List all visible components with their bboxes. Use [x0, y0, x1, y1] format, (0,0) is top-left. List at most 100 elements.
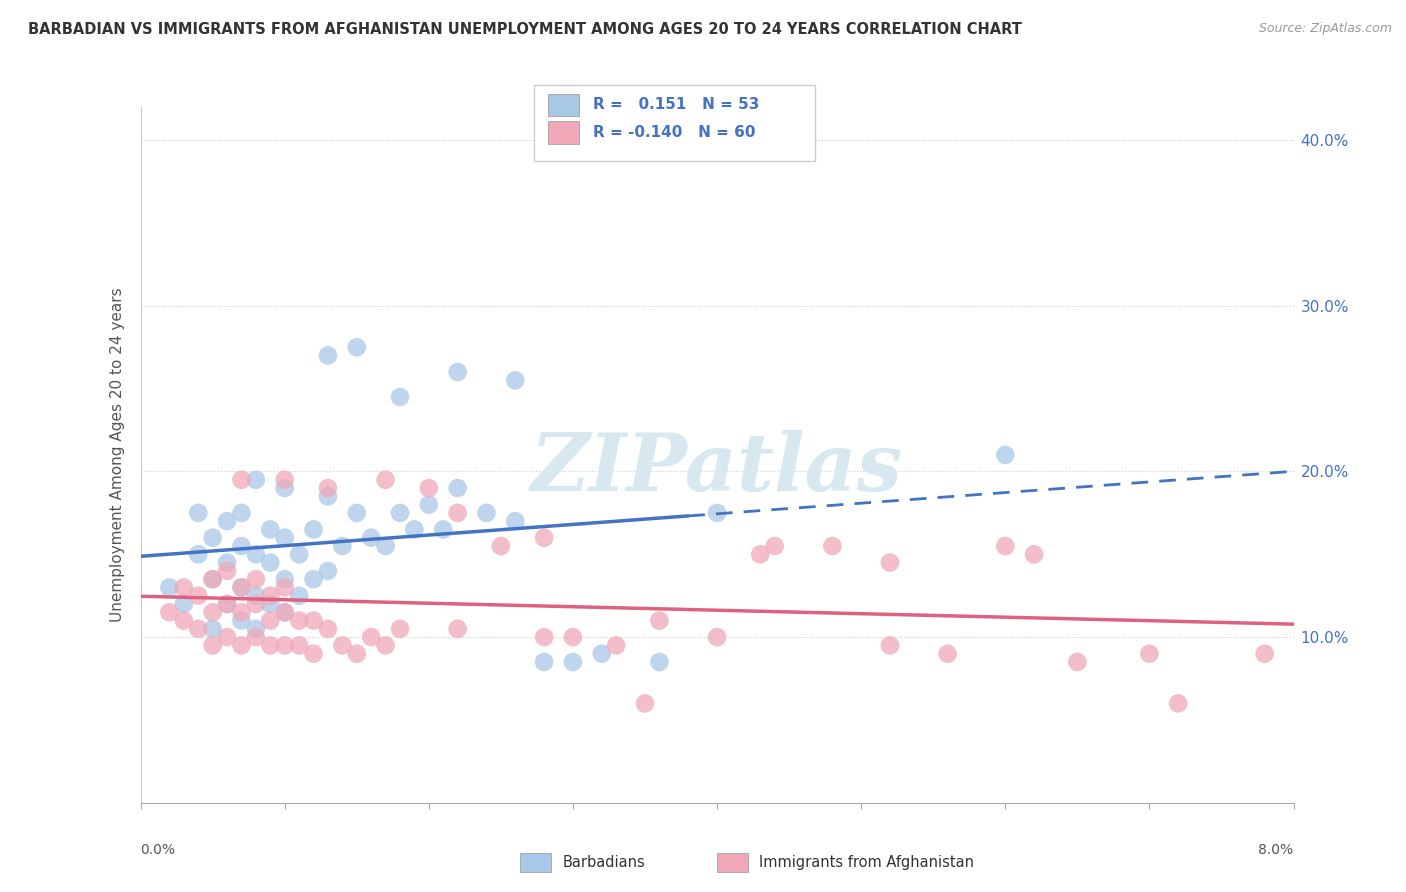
Point: [1254, 647, 1277, 661]
Point: [316, 489, 339, 503]
Point: [706, 630, 728, 644]
Point: [346, 647, 368, 661]
Point: [245, 630, 267, 644]
Point: [274, 605, 297, 619]
Point: [388, 506, 411, 520]
Point: [316, 622, 339, 636]
Point: [274, 473, 297, 487]
Text: Barbadians: Barbadians: [562, 855, 645, 870]
Point: [1167, 697, 1189, 711]
Text: BARBADIAN VS IMMIGRANTS FROM AFGHANISTAN UNEMPLOYMENT AMONG AGES 20 TO 24 YEARS : BARBADIAN VS IMMIGRANTS FROM AFGHANISTAN…: [28, 22, 1022, 37]
Point: [605, 639, 627, 653]
Point: [201, 622, 224, 636]
Point: [274, 481, 297, 495]
Point: [274, 572, 297, 586]
Point: [346, 340, 368, 354]
Point: [1139, 647, 1161, 661]
Point: [187, 589, 209, 603]
Point: [259, 523, 281, 537]
Point: [201, 639, 224, 653]
Point: [879, 639, 901, 653]
Point: [404, 523, 426, 537]
Point: [245, 589, 267, 603]
Point: [561, 655, 585, 669]
Point: [259, 556, 281, 570]
Point: [274, 605, 297, 619]
Point: [173, 581, 195, 595]
Point: [187, 506, 209, 520]
Point: [374, 473, 396, 487]
Point: [217, 556, 239, 570]
Point: [706, 506, 728, 520]
Point: [201, 605, 224, 619]
Point: [388, 390, 411, 404]
Point: [217, 597, 239, 611]
Point: [447, 622, 470, 636]
Text: ZIPatlas: ZIPatlas: [531, 430, 903, 508]
Point: [288, 614, 311, 628]
Point: [259, 597, 281, 611]
Point: [201, 572, 224, 586]
Point: [418, 481, 440, 495]
Point: [259, 614, 281, 628]
Point: [217, 597, 239, 611]
Point: [274, 581, 297, 595]
Point: [316, 564, 339, 578]
Point: [360, 531, 382, 545]
Point: [994, 448, 1017, 462]
Point: [332, 639, 354, 653]
Point: [288, 547, 311, 561]
Point: [302, 523, 325, 537]
Point: [187, 622, 209, 636]
Point: [1024, 547, 1046, 561]
Point: [374, 539, 396, 553]
Point: [173, 597, 195, 611]
Text: Immigrants from Afghanistan: Immigrants from Afghanistan: [759, 855, 974, 870]
Point: [489, 539, 512, 553]
Point: [231, 581, 253, 595]
Point: [231, 639, 253, 653]
Text: 8.0%: 8.0%: [1258, 843, 1294, 857]
Point: [475, 506, 498, 520]
Text: R =   0.151   N = 53: R = 0.151 N = 53: [593, 97, 759, 112]
Point: [201, 572, 224, 586]
Point: [201, 531, 224, 545]
Point: [231, 614, 253, 628]
Point: [821, 539, 844, 553]
Point: [245, 572, 267, 586]
Point: [231, 473, 253, 487]
Point: [302, 572, 325, 586]
Text: R = -0.140   N = 60: R = -0.140 N = 60: [593, 125, 756, 140]
Point: [259, 639, 281, 653]
Point: [231, 581, 253, 595]
Point: [245, 473, 267, 487]
Point: [763, 539, 786, 553]
Point: [533, 655, 555, 669]
Point: [447, 481, 470, 495]
Point: [648, 614, 671, 628]
Point: [374, 639, 396, 653]
Point: [447, 365, 470, 379]
Text: 0.0%: 0.0%: [141, 843, 176, 857]
Text: Source: ZipAtlas.com: Source: ZipAtlas.com: [1258, 22, 1392, 36]
Point: [288, 639, 311, 653]
Point: [503, 514, 526, 528]
Point: [503, 373, 526, 387]
Point: [173, 614, 195, 628]
Point: [245, 597, 267, 611]
Point: [749, 547, 772, 561]
Point: [1066, 655, 1088, 669]
Point: [879, 556, 901, 570]
Point: [360, 630, 382, 644]
Point: [274, 639, 297, 653]
Point: [187, 547, 209, 561]
Point: [388, 622, 411, 636]
Point: [159, 605, 180, 619]
Point: [288, 589, 311, 603]
Point: [346, 506, 368, 520]
Point: [432, 523, 454, 537]
Point: [231, 506, 253, 520]
Point: [217, 514, 239, 528]
Point: [648, 655, 671, 669]
Point: [217, 630, 239, 644]
